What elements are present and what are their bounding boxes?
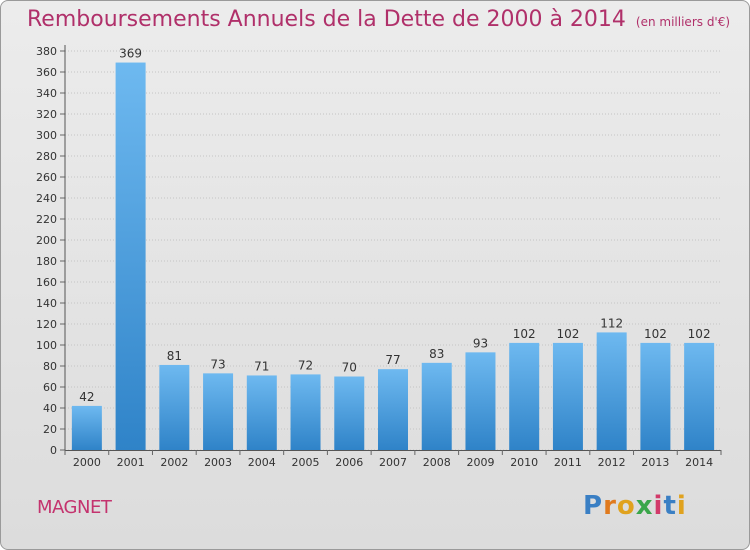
y-tick-label: 60 — [43, 381, 57, 394]
data-label: 81 — [167, 349, 182, 363]
bar — [290, 374, 321, 450]
y-tick-label: 200 — [36, 234, 57, 247]
chart-subtitle: (en milliers d'€) — [635, 15, 731, 29]
bar — [246, 375, 277, 450]
data-label: 102 — [513, 327, 536, 341]
data-label: 77 — [385, 353, 400, 367]
x-tick-label: 2009 — [466, 456, 494, 469]
logo-letter: P — [583, 491, 604, 521]
proxiti-logo: Proxiti — [583, 491, 687, 521]
data-label: 73 — [210, 357, 225, 371]
data-label: 42 — [79, 390, 94, 404]
y-tick-label: 320 — [36, 108, 57, 121]
x-tick-label: 2012 — [598, 456, 626, 469]
y-tick-label: 240 — [36, 192, 57, 205]
data-label: 71 — [254, 359, 269, 373]
y-tick-label: 340 — [36, 87, 57, 100]
logo-letter: i — [676, 491, 687, 521]
data-label: 93 — [473, 336, 488, 350]
y-tick-label: 380 — [36, 45, 57, 58]
x-tick-label: 2007 — [379, 456, 407, 469]
chart-title: Remboursements Annuels de la Dette de 20… — [27, 7, 730, 32]
x-tick-label: 2000 — [73, 456, 101, 469]
bar — [203, 373, 234, 450]
logo-letter: t — [663, 491, 677, 521]
bar — [71, 405, 102, 450]
data-label: 112 — [600, 316, 623, 330]
x-tick-label: 2008 — [423, 456, 451, 469]
y-tick-label: 0 — [50, 444, 57, 457]
data-label: 102 — [644, 327, 667, 341]
chart-title-text: Remboursements Annuels de la Dette de 20… — [27, 7, 626, 32]
y-tick-label: 220 — [36, 213, 57, 226]
y-tick-label: 260 — [36, 171, 57, 184]
y-tick-label: 180 — [36, 255, 57, 268]
data-label: 83 — [429, 347, 444, 361]
y-tick-label: 160 — [36, 276, 57, 289]
bar — [334, 376, 365, 450]
bar — [552, 342, 583, 450]
logo-letter: i — [653, 491, 664, 521]
x-tick-label: 2006 — [335, 456, 363, 469]
x-tick-label: 2001 — [117, 456, 145, 469]
city-name: MAGNET — [37, 497, 112, 518]
y-tick-label: 80 — [43, 360, 57, 373]
bar — [378, 369, 408, 450]
logo-letter: o — [616, 491, 636, 521]
bar — [159, 364, 190, 450]
bar — [596, 332, 627, 450]
data-label: 369 — [119, 47, 142, 61]
y-tick-label: 100 — [36, 339, 57, 352]
y-tick-label: 280 — [36, 150, 57, 163]
bar — [115, 62, 146, 451]
x-tick-label: 2010 — [510, 456, 538, 469]
data-label: 72 — [298, 358, 313, 372]
x-tick-label: 2003 — [204, 456, 232, 469]
logo-letter: r — [603, 491, 617, 521]
bar — [465, 352, 496, 450]
y-tick-label: 140 — [36, 297, 57, 310]
x-tick-label: 2014 — [685, 456, 713, 469]
x-tick-label: 2004 — [248, 456, 276, 469]
y-tick-label: 360 — [36, 66, 57, 79]
y-tick-label: 20 — [43, 423, 57, 436]
y-tick-label: 300 — [36, 129, 57, 142]
data-label: 70 — [342, 361, 357, 375]
bar — [421, 362, 452, 450]
bar — [684, 342, 715, 450]
bar — [640, 342, 671, 450]
x-tick-label: 2002 — [160, 456, 188, 469]
y-tick-label: 120 — [36, 318, 57, 331]
data-label: 102 — [556, 327, 579, 341]
y-tick-label: 40 — [43, 402, 57, 415]
x-tick-label: 2005 — [292, 456, 320, 469]
logo-letter: x — [635, 491, 654, 521]
x-tick-label: 2011 — [554, 456, 582, 469]
x-tick-label: 2013 — [641, 456, 669, 469]
bar — [509, 342, 540, 450]
data-label: 102 — [688, 327, 711, 341]
